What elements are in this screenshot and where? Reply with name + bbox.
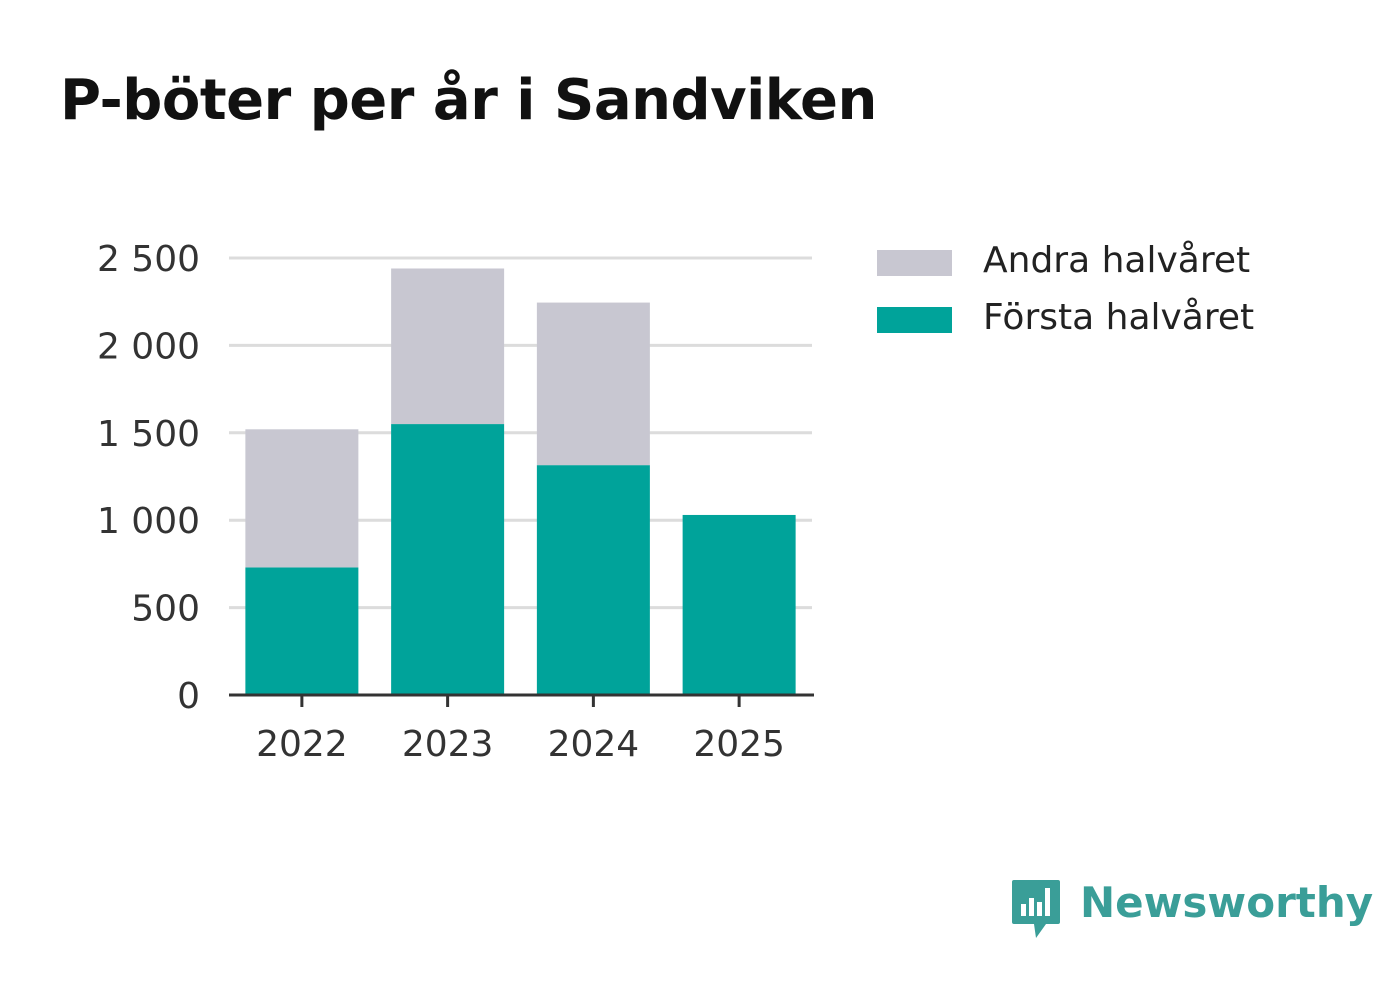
bar-2025-forsta (682, 514, 796, 695)
y-tick-label: 1 000 (97, 501, 200, 542)
bar-2022-andra (245, 429, 359, 568)
x-tick-label: 2024 (548, 724, 640, 765)
x-tick-label: 2023 (402, 724, 494, 765)
y-tick-label: 1 500 (97, 414, 200, 455)
y-tick-label: 0 (177, 676, 200, 717)
legend-label-forsta: Första halvåret (983, 297, 1255, 338)
y-tick-label: 2 500 (97, 239, 200, 280)
x-tick-label: 2025 (693, 724, 785, 765)
bar-2024-forsta (536, 465, 650, 695)
x-tick-label: 2022 (256, 724, 348, 765)
legend-swatch-forsta (877, 307, 952, 333)
newsworthy-logo-icon (1012, 880, 1060, 938)
bar-2023-forsta (391, 424, 505, 695)
chart-title: P-böter per år i Sandviken (60, 68, 877, 133)
legend-label-andra: Andra halvåret (983, 240, 1251, 281)
bar-2024-andra (536, 302, 650, 466)
brand-name: Newsworthy (1080, 878, 1374, 927)
y-tick-label: 500 (131, 589, 200, 630)
bar-2023-andra (391, 268, 505, 425)
y-tick-label: 2 000 (97, 326, 200, 367)
bar-2022-forsta (245, 567, 359, 695)
legend-swatch-andra (877, 250, 952, 276)
